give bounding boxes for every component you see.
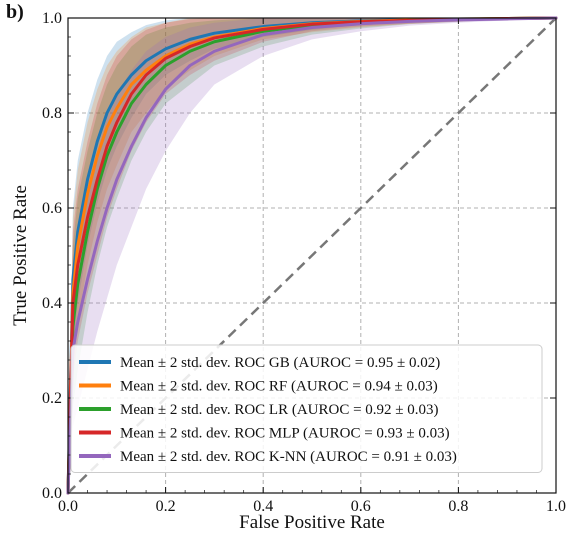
legend-entry: Mean ± 2 std. dev. ROC GB (AUROC = 0.95 … <box>120 355 440 371</box>
confidence-band-3 <box>68 18 556 493</box>
y-tick-label: 1.0 <box>42 10 62 27</box>
y-axis-label: True Positive Rate <box>10 185 31 326</box>
x-tick-label: 0.6 <box>351 498 371 515</box>
x-tick-label: 1.0 <box>546 498 566 515</box>
y-tick-label: 0.0 <box>42 485 62 502</box>
legend-box <box>70 344 543 473</box>
legend-entry: Mean ± 2 std. dev. ROC K-NN (AUROC = 0.9… <box>120 449 457 465</box>
axes-frame <box>67 17 557 494</box>
x-axis-label: False Positive Rate <box>239 512 385 533</box>
panel-label: b) <box>6 1 24 23</box>
y-tick-labels: 0.0 0.2 0.4 0.6 0.8 1.0 <box>42 10 62 502</box>
confidence-band-0 <box>68 18 556 493</box>
y-tick-label: 0.6 <box>42 200 62 217</box>
confidence-bands <box>68 18 556 493</box>
x-tick-label: 0.0 <box>58 498 78 515</box>
confidence-band-2 <box>68 18 556 493</box>
legend-entry: Mean ± 2 std. dev. ROC MLP (AUROC = 0.93… <box>120 426 450 442</box>
plot-frame <box>67 17 557 494</box>
legend: Mean ± 2 std. dev. ROC GB (AUROC = 0.95 … <box>70 344 543 473</box>
x-tick-label: 0.8 <box>448 498 468 515</box>
x-tick-label: 0.4 <box>253 498 273 515</box>
x-tick-label: 0.2 <box>156 498 176 515</box>
y-tick-label: 0.2 <box>42 390 62 407</box>
roc-curve-4 <box>66 16 558 495</box>
x-tick-labels: 0.0 0.2 0.4 0.6 0.8 1.0 <box>58 498 566 515</box>
legend-entry: Mean ± 2 std. dev. ROC RF (AUROC = 0.94 … <box>120 379 438 395</box>
y-tick-label: 0.8 <box>42 105 62 122</box>
legend-entry: Mean ± 2 std. dev. ROC LR (AUROC = 0.92 … <box>120 402 439 418</box>
roc-curves <box>66 16 558 495</box>
confidence-band-1 <box>68 18 556 493</box>
y-tick-label: 0.4 <box>42 295 62 312</box>
